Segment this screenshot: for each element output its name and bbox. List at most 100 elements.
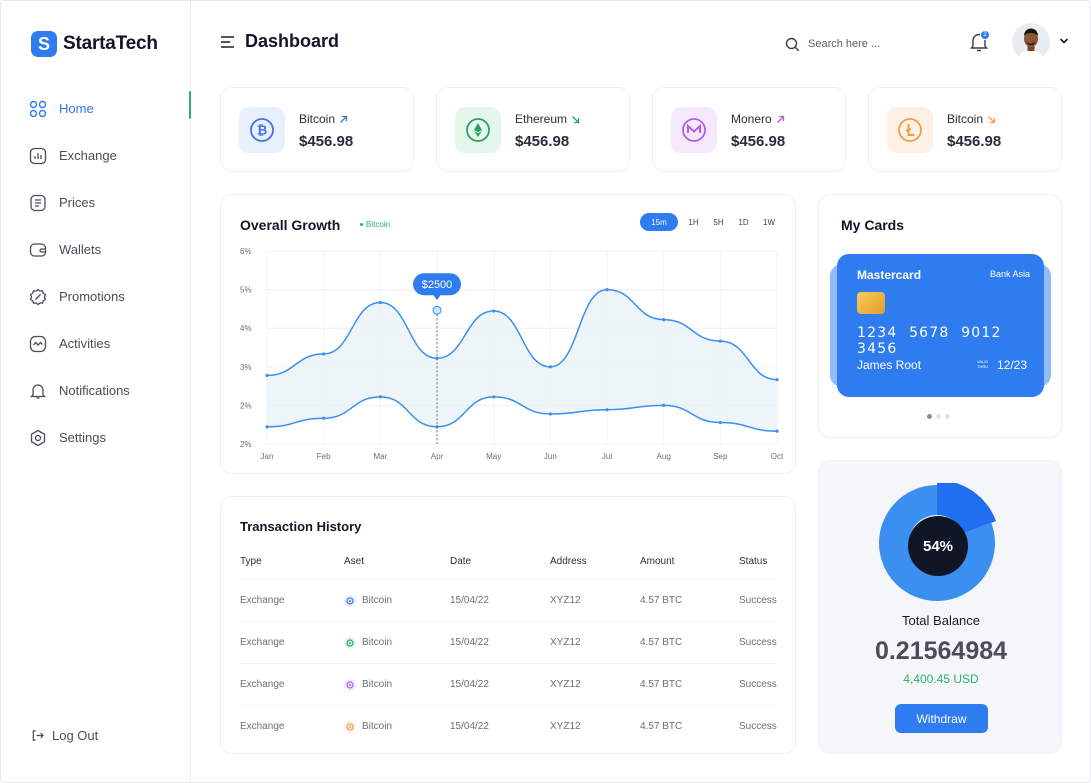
cell-date: 15/04/22 bbox=[450, 622, 489, 663]
table-row[interactable]: Exchange Bitcoin 15/04/22 XYZ12 4.57 BTC Succ… bbox=[240, 663, 777, 705]
cell-date-text: 15/04/22 bbox=[450, 721, 489, 732]
sidebar-item-notifications[interactable]: Notifications bbox=[29, 367, 191, 414]
trend-down-icon bbox=[572, 115, 580, 123]
cell-status-text: Success bbox=[739, 721, 777, 732]
cell-amount-text: 4.57 BTC bbox=[640, 721, 683, 732]
cell-status: Success bbox=[739, 622, 777, 663]
table-row[interactable]: Exchange Bitcoin 15/04/22 XYZ12 4.57 BTC Succ… bbox=[240, 621, 777, 663]
monero-icon bbox=[682, 118, 706, 142]
sidebar-item-settings[interactable]: Settings bbox=[29, 414, 191, 461]
coin-name-label: Monero bbox=[731, 112, 772, 126]
range-15m[interactable]: 15m bbox=[640, 213, 678, 231]
carousel-dot[interactable] bbox=[927, 414, 932, 419]
sidebar-item-exchange[interactable]: Exchange bbox=[29, 132, 191, 179]
range-1h[interactable]: 1H bbox=[688, 217, 699, 227]
range-1d[interactable]: 1D bbox=[738, 217, 749, 227]
credit-card[interactable]: Mastercard Bank Asia 1234 5678 9012 3456… bbox=[837, 254, 1044, 397]
sidebar-item-activities[interactable]: Activities bbox=[29, 320, 191, 367]
table-row[interactable]: Exchange Bitcoin 15/04/22 XYZ12 4.57 BTC Succ… bbox=[240, 579, 777, 621]
x-tick-label: Apr bbox=[431, 452, 444, 461]
cell-date-text: 15/04/22 bbox=[450, 637, 489, 648]
notifications-button[interactable]: 2 bbox=[969, 30, 991, 53]
column-header[interactable]: Type bbox=[240, 555, 262, 567]
data-point bbox=[548, 365, 552, 369]
card-chip-icon bbox=[857, 292, 885, 314]
cell-address-text: XYZ12 bbox=[550, 679, 581, 690]
tooltip-value: $2500 bbox=[422, 279, 453, 291]
sidebar-item-label: Activities bbox=[59, 336, 111, 351]
balance-panel: 54% Total Balance 0.21564984 4,400.45 US… bbox=[818, 460, 1062, 754]
notification-badge: 2 bbox=[980, 30, 990, 40]
carousel-dot[interactable] bbox=[936, 414, 941, 419]
document-icon bbox=[30, 194, 46, 211]
balance-label: Total Balance bbox=[901, 613, 981, 628]
coin-card[interactable]: Monero $456.98 bbox=[652, 87, 846, 172]
logout-button[interactable]: Log Out bbox=[31, 728, 98, 743]
cell-status-text: Success bbox=[739, 595, 777, 606]
cell-type-text: Exchange bbox=[240, 595, 285, 606]
column-header[interactable]: Status bbox=[739, 555, 768, 567]
transactions-title: Transaction History bbox=[240, 519, 362, 534]
sidebar-item-promotions[interactable]: Promotions bbox=[29, 273, 191, 320]
tooltip-bubble bbox=[413, 273, 461, 296]
cell-type: Exchange bbox=[240, 580, 284, 621]
data-point bbox=[605, 408, 609, 412]
avatar[interactable] bbox=[1012, 23, 1050, 61]
sidebar-item-wallets[interactable]: Wallets bbox=[29, 226, 191, 273]
data-point bbox=[435, 356, 439, 360]
sidebar-item-label: Prices bbox=[59, 195, 96, 210]
coin-icon-tile: ₿ bbox=[239, 107, 285, 153]
sidebar: S StartaTech Home Exchange Prices Wallet… bbox=[1, 1, 191, 782]
cell-asset-text: Bitcoin bbox=[362, 721, 393, 732]
data-point bbox=[548, 412, 552, 416]
range-1w[interactable]: 1W bbox=[763, 217, 775, 227]
carousel-dot[interactable] bbox=[945, 414, 950, 419]
transaction-history-panel: Transaction History Type Aset Date Addre… bbox=[220, 496, 796, 754]
growth-title: Overall Growth bbox=[240, 217, 341, 233]
coin-card[interactable]: ₿ Bitcoin $456.98 bbox=[220, 87, 414, 172]
column-header[interactable]: Date bbox=[450, 555, 472, 567]
search-icon[interactable] bbox=[785, 37, 800, 52]
sidebar-item-label: Notifications bbox=[59, 383, 130, 398]
card-holder: James Root bbox=[857, 358, 922, 372]
withdraw-button[interactable]: Withdraw bbox=[895, 704, 988, 733]
cell-address: XYZ12 bbox=[550, 664, 581, 705]
logo[interactable]: S StartaTech bbox=[31, 31, 158, 57]
range-selector: 15m 1H 5H 1D 1W bbox=[640, 213, 779, 231]
data-point bbox=[322, 416, 326, 420]
coin-card[interactable]: Bitcoin $456.98 bbox=[868, 87, 1062, 172]
coin-card[interactable]: Ethereum $456.98 bbox=[436, 87, 630, 172]
data-point bbox=[265, 373, 269, 377]
cell-asset-text: Bitcoin bbox=[362, 637, 393, 648]
column-header[interactable]: Address bbox=[550, 555, 587, 567]
sidebar-item-prices[interactable]: Prices bbox=[29, 179, 191, 226]
x-tick-label: Mar bbox=[373, 452, 387, 461]
coin-name-label: Bitcoin bbox=[947, 112, 984, 126]
grid-icon bbox=[29, 100, 47, 117]
coin-icon bbox=[344, 720, 356, 733]
bell-icon bbox=[29, 383, 47, 399]
table-row[interactable]: Exchange Bitcoin 15/04/22 XYZ12 4.57 BTC Succ… bbox=[240, 705, 777, 747]
app-name: StartaTech bbox=[63, 33, 158, 54]
search-input[interactable] bbox=[808, 38, 908, 50]
menu-icon[interactable] bbox=[220, 35, 236, 49]
y-tick-label: 2% bbox=[240, 401, 252, 410]
cell-type-text: Exchange bbox=[240, 637, 285, 648]
column-header[interactable]: Amount bbox=[640, 555, 675, 567]
card-expiry: 12/23 bbox=[997, 358, 1028, 372]
data-point bbox=[775, 378, 779, 382]
y-tick-label: 3% bbox=[240, 363, 252, 372]
donut-segment bbox=[879, 485, 995, 601]
coin-icon-tile bbox=[671, 107, 717, 153]
chevron-down-icon[interactable] bbox=[1059, 37, 1069, 45]
cell-address-text: XYZ12 bbox=[550, 637, 581, 648]
column-header[interactable]: Aset bbox=[344, 555, 365, 567]
search-bar bbox=[785, 33, 925, 55]
x-tick-label: May bbox=[486, 452, 501, 461]
gear-icon bbox=[30, 429, 46, 446]
x-tick-label: Feb bbox=[317, 452, 331, 461]
wallet-icon bbox=[29, 242, 47, 257]
sidebar-item-home[interactable]: Home bbox=[29, 85, 191, 132]
range-5h[interactable]: 5H bbox=[713, 217, 724, 227]
